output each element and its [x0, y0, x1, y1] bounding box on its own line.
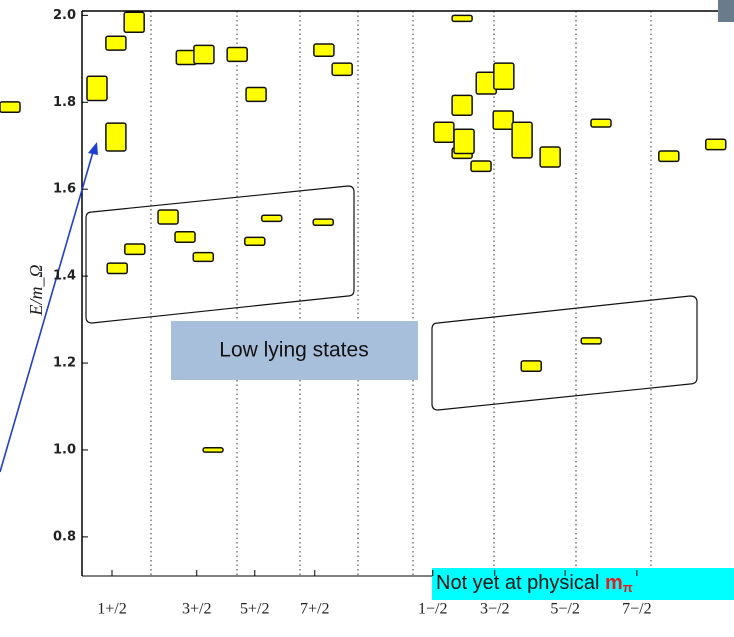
- marks: [0, 11, 727, 453]
- level-box: [312, 218, 334, 227]
- level-box: [580, 337, 602, 345]
- arrow-head: [88, 142, 98, 155]
- y-tick-label: 2.0: [53, 8, 76, 23]
- x-tick-label: 1−/2: [418, 601, 447, 618]
- x-tick-label: 3−/2: [480, 601, 509, 618]
- level-box: [313, 43, 335, 57]
- level-box: [193, 44, 215, 65]
- x-tick-label: 7+/2: [300, 601, 329, 618]
- level-box: [704, 138, 727, 151]
- level-box: [658, 150, 680, 163]
- level-box: [590, 118, 612, 128]
- y-tick-label: 0.8: [53, 529, 76, 544]
- level-box: [174, 231, 196, 243]
- level-box: [470, 160, 492, 173]
- annotation: Not yet at physical mπ: [436, 572, 633, 595]
- y-tick-label: 1.6: [53, 182, 76, 197]
- level-box: [451, 94, 473, 117]
- level-box: [0, 101, 21, 114]
- y-tick-label: 1.8: [53, 95, 76, 110]
- level-box: [245, 86, 267, 103]
- annotation-box: [171, 321, 418, 380]
- group-outline: [431, 295, 698, 411]
- level-box: [105, 122, 127, 152]
- level-box: [453, 128, 475, 155]
- x-tick-label: 5+/2: [240, 601, 269, 618]
- level-box: [511, 121, 533, 159]
- annotation-box: [432, 568, 734, 600]
- annotation: m: [605, 572, 623, 594]
- level-box: [539, 146, 561, 168]
- x-tick-label: 5−/2: [550, 601, 579, 618]
- x-tick-label: 3+/2: [182, 601, 211, 618]
- level-box: [105, 35, 127, 51]
- level-box: [493, 62, 515, 90]
- level-box: [433, 121, 455, 144]
- y-tick-label: 1.4: [53, 269, 76, 284]
- level-box: [86, 75, 108, 102]
- x-tick-label: 7−/2: [622, 601, 651, 618]
- x-tick-label: 1+/2: [97, 601, 126, 618]
- level-box: [260, 214, 283, 223]
- level-box: [202, 447, 224, 453]
- y-tick-label: 1.0: [53, 442, 76, 457]
- level-box: [106, 262, 128, 275]
- level-box: [244, 236, 266, 247]
- arrow: [0, 151, 94, 473]
- level-box: [157, 209, 179, 225]
- level-box: [123, 11, 145, 34]
- level-box: [492, 110, 514, 130]
- level-box: [451, 14, 473, 23]
- y-axis-label: E/m_Ω: [26, 264, 46, 316]
- corner-image: [718, 0, 734, 22]
- level-box: [226, 46, 248, 63]
- annotation: Low lying states: [219, 339, 368, 362]
- y-tick-label: 1.2: [53, 356, 76, 371]
- annotation: π: [623, 580, 633, 595]
- group-outline: [85, 185, 355, 324]
- level-box: [192, 251, 215, 263]
- level-box: [124, 243, 146, 256]
- level-box: [520, 360, 542, 373]
- separators: [150, 11, 652, 576]
- level-box: [331, 62, 353, 77]
- annotation: Not yet at physical: [436, 572, 605, 594]
